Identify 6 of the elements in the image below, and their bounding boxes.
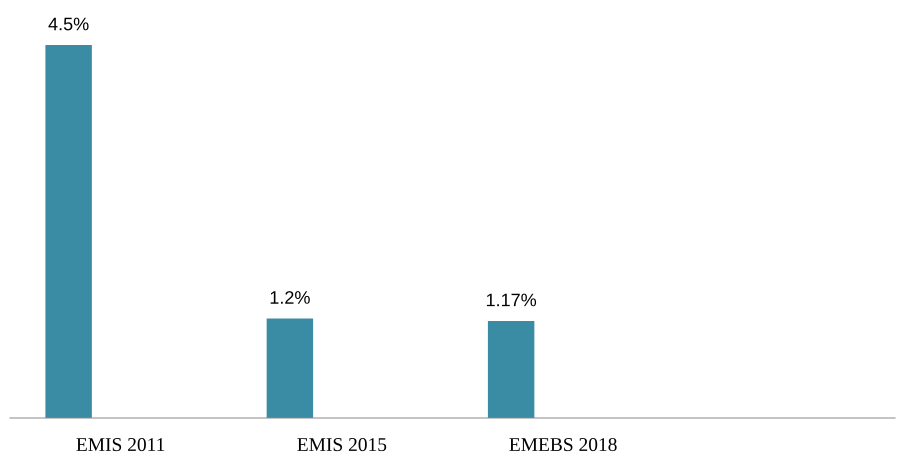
x-tick-label: EMEBS 2018 [509,438,617,452]
x-tick-label: EMIS 2015 [297,438,386,452]
data-label: 1.17% [486,294,536,306]
x-tick-label: EMIS 2011 [76,438,164,452]
data-label: 1.2% [270,291,310,304]
data-label: 4.5% [48,18,89,30]
